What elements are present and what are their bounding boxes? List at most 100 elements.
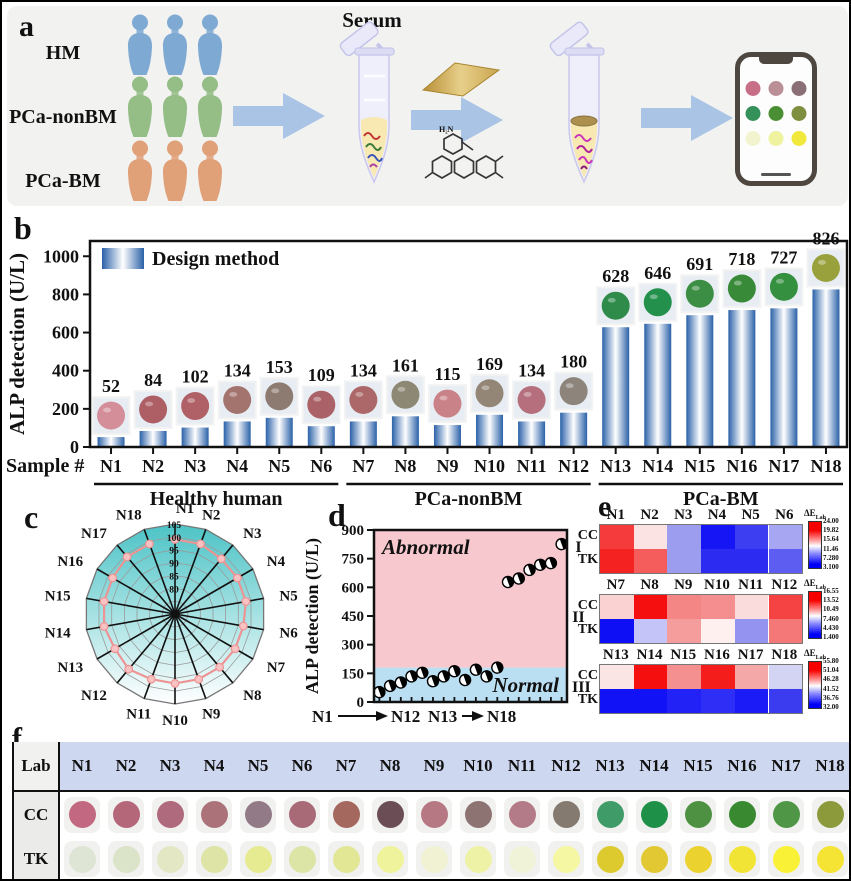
heatmap-cell-CC-N1 bbox=[600, 525, 634, 549]
radar-cat-label: N14 bbox=[45, 625, 71, 641]
radar-marker-N11 bbox=[146, 674, 156, 684]
bar-value-label: 826 bbox=[812, 228, 839, 248]
color-tile bbox=[284, 841, 320, 877]
alp-bar-chart: b ALP detection (U/L) 0 200 400 600 800 1000 52 N… bbox=[5, 210, 849, 510]
heatmap-col-header: N3 bbox=[674, 507, 693, 523]
b-y-tick: 600 bbox=[52, 323, 79, 343]
color-dot bbox=[640, 845, 668, 873]
table-cell-CC-N12 bbox=[544, 792, 588, 837]
hm-person-icons bbox=[125, 14, 225, 76]
color-dot bbox=[684, 845, 712, 873]
color-tile bbox=[152, 796, 188, 833]
phone-dot bbox=[745, 106, 761, 121]
color-dot bbox=[288, 845, 316, 873]
b-x-tick: N9 bbox=[436, 456, 458, 476]
d-y-tick: 300 bbox=[342, 638, 365, 654]
b-y-tick: 400 bbox=[52, 361, 79, 381]
heatmap-block-II: N7 N8 N9 N10 N11 N12 II CC TK ΔELab 16.55 13.52 10.4… bbox=[572, 577, 849, 644]
color-tile bbox=[372, 796, 408, 833]
color-tile bbox=[240, 841, 276, 877]
table-header-N6: N6 bbox=[280, 742, 324, 792]
heatmap-cell-TK-N17 bbox=[734, 689, 769, 713]
heatmap-col-header: N13 bbox=[602, 647, 629, 663]
table-cell-TK-N12 bbox=[544, 837, 588, 879]
table-cell-CC-N18 bbox=[808, 792, 849, 837]
color-tile bbox=[284, 796, 320, 833]
b-x-tick: N13 bbox=[600, 456, 631, 476]
bar-value-label: 115 bbox=[434, 364, 460, 384]
color-dot bbox=[552, 845, 580, 873]
flow-arrow-icon bbox=[411, 97, 503, 143]
group-label: PCa-nonBM bbox=[415, 488, 523, 507]
smartphone bbox=[735, 52, 817, 186]
table-cell-TK-N2 bbox=[104, 837, 148, 879]
bar-N13: 628 bbox=[596, 266, 636, 447]
b-x-axis-title: Sample # bbox=[6, 455, 84, 477]
bar-N6: 109 bbox=[301, 365, 341, 447]
bar-N4: 134 bbox=[217, 360, 257, 447]
color-tile bbox=[240, 796, 276, 833]
heatmap-row-label-cc: CC bbox=[577, 598, 598, 613]
heatmap-group-numeral: I bbox=[575, 539, 582, 556]
heatmap-cell-TK-N13 bbox=[600, 689, 634, 713]
bar-N2: 84 bbox=[133, 370, 173, 447]
normal-label: Normal bbox=[491, 673, 559, 697]
radar-marker-N13 bbox=[110, 644, 120, 654]
person-icon bbox=[162, 140, 188, 201]
heatmap-cell-TK-N11 bbox=[734, 619, 769, 643]
colorbar-tick: 36.76 bbox=[823, 693, 839, 702]
table-header-N10: N10 bbox=[456, 742, 500, 792]
color-tile bbox=[724, 841, 760, 877]
table-header-N9: N9 bbox=[412, 742, 456, 792]
bar-value-label: 134 bbox=[350, 360, 377, 380]
b-x-tick: N7 bbox=[352, 456, 374, 476]
heatmap-cell-CC-N2 bbox=[633, 525, 668, 549]
table-cell-CC-N1 bbox=[60, 792, 104, 837]
heatmap-cell-CC-N12 bbox=[768, 595, 803, 619]
b-y-tick: 0 bbox=[70, 437, 79, 457]
heatmap-cell-CC-N7 bbox=[600, 595, 634, 619]
color-dot bbox=[464, 801, 492, 828]
colorbar-tick: 51.04 bbox=[823, 666, 839, 675]
phone-dot bbox=[768, 81, 784, 96]
colorbar-tick: 55.80 bbox=[823, 657, 839, 665]
color-dot bbox=[200, 801, 228, 828]
person-icon bbox=[197, 76, 223, 137]
heatmap-cell-CC-N18 bbox=[768, 665, 803, 689]
scatter-marker-N15 bbox=[523, 563, 536, 577]
table-cell-TK-N5 bbox=[236, 837, 280, 879]
person-icon bbox=[127, 14, 153, 75]
table-cell-TK-N14 bbox=[632, 837, 676, 879]
phone-dot bbox=[791, 131, 807, 146]
reaction-tube-icon bbox=[549, 21, 605, 184]
color-tile bbox=[372, 841, 408, 877]
table-header-N7: N7 bbox=[324, 742, 368, 792]
group-label: PCa-BM bbox=[683, 488, 759, 507]
heatmap-col-header: N14 bbox=[636, 647, 663, 663]
table-header-N11: N11 bbox=[500, 742, 544, 792]
bar-N16: 718 bbox=[722, 249, 762, 447]
bar-N11: 134 bbox=[512, 360, 552, 447]
table-header-N5: N5 bbox=[236, 742, 280, 792]
panel-f-label: f bbox=[12, 722, 22, 755]
b-x-tick: N6 bbox=[310, 456, 332, 476]
table-cell-TK-N10 bbox=[456, 837, 500, 879]
radar-marker-N17 bbox=[122, 552, 132, 562]
bar-value-label: 718 bbox=[728, 249, 755, 269]
color-tile bbox=[592, 796, 628, 833]
heatmap-cell-CC-N8 bbox=[633, 595, 668, 619]
colorbar-tick: 3.100 bbox=[823, 563, 839, 571]
b-x-tick: N5 bbox=[268, 456, 290, 476]
b-x-tick: N1 bbox=[100, 456, 122, 476]
table-cell-CC-N7 bbox=[324, 792, 368, 837]
b-x-tick: N18 bbox=[810, 456, 841, 476]
lab-color-table: Lab N1 N2 N3 N4 N5 N6 N7 N8 N9 N10 N11 N12 N13 N14 N15 N… bbox=[12, 742, 849, 879]
d-y-tick: 750 bbox=[342, 552, 365, 568]
colorbar-tick: 24.00 bbox=[823, 517, 839, 525]
heatmap-cell-CC-N11 bbox=[734, 595, 769, 619]
heatmap-col-header: N9 bbox=[674, 577, 693, 593]
color-tile bbox=[504, 796, 540, 833]
panel-f-color-table: f Lab N1 N2 N3 N4 N5 N6 N7 N8 N9 N10 N11 N12 N13 N14 N1… bbox=[2, 722, 849, 879]
colorbar-tick: 4.430 bbox=[823, 623, 839, 632]
heatmap-col-header: N1 bbox=[606, 507, 626, 523]
